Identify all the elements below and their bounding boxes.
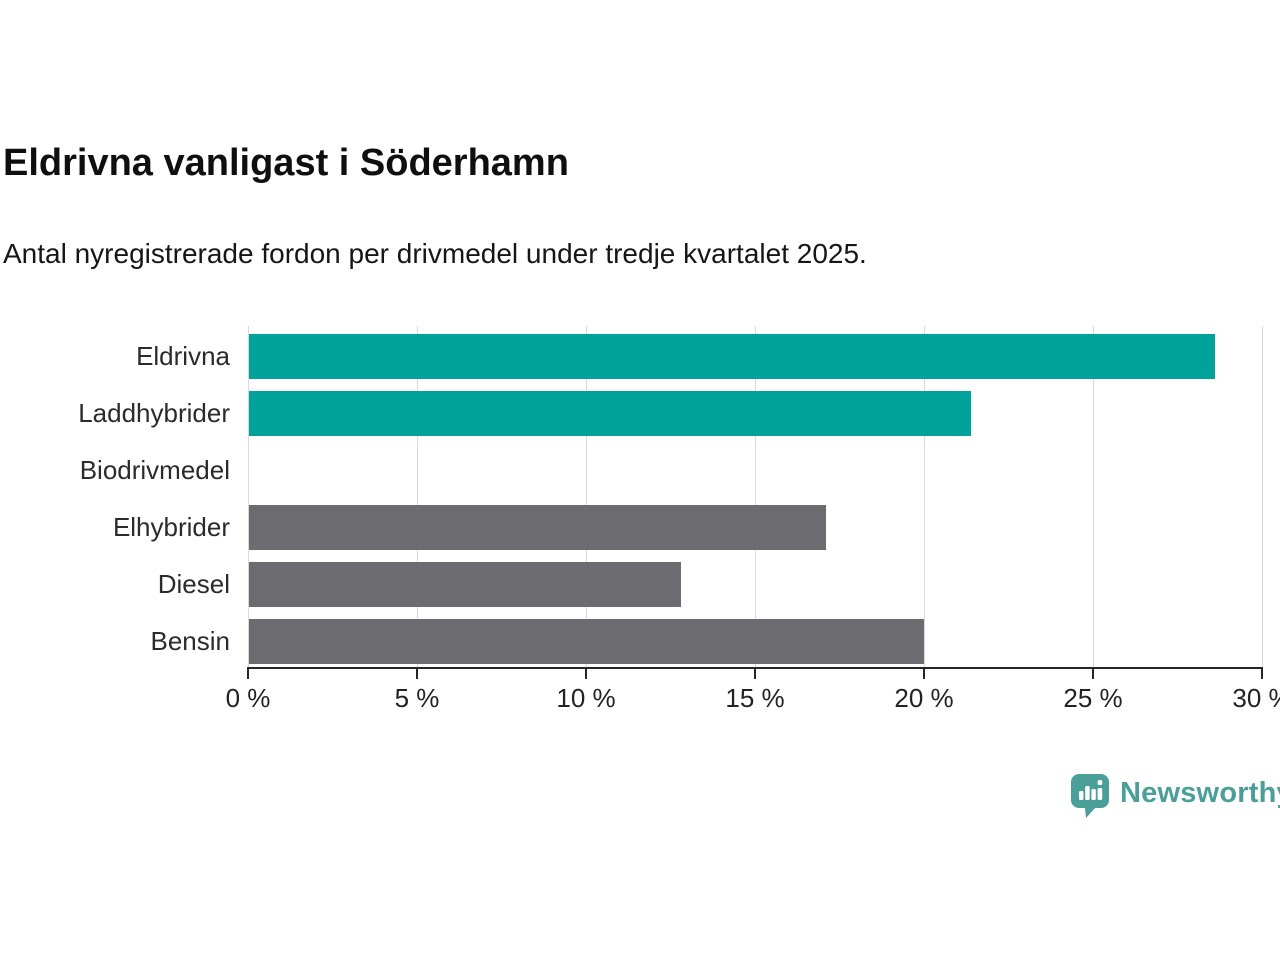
x-axis-line <box>247 667 1263 669</box>
gridline-10pct <box>586 326 587 668</box>
bar-eldrivna <box>249 334 1215 379</box>
bar-elhybrider <box>249 505 826 550</box>
category-label-biodrivmedel: Biodrivmedel <box>79 455 230 485</box>
gridline-30pct <box>1262 326 1263 668</box>
category-label-elhybrider: Elhybrider <box>112 512 230 542</box>
gridline-20pct <box>924 326 925 668</box>
x-tick-label-0pct: 0 % <box>225 683 271 713</box>
bar-laddhybrider <box>249 391 972 436</box>
gridline-25pct <box>1093 326 1094 668</box>
newsworthy-logo-icon <box>1071 774 1109 818</box>
category-label-diesel: Diesel <box>157 569 230 599</box>
gridline-5pct <box>417 326 418 668</box>
x-tick-30pct <box>1261 669 1263 679</box>
brand-footer: Newsworthy <box>1071 774 1280 818</box>
newsworthy-wordmark: Newsworthy <box>1120 777 1280 809</box>
gridline-0pct <box>248 326 249 668</box>
x-tick-25pct <box>1092 669 1094 679</box>
bar-diesel <box>249 562 681 607</box>
x-tick-label-15pct: 15 % <box>725 683 785 713</box>
x-tick-label-10pct: 10 % <box>556 683 616 713</box>
chart-title: Eldrivna vanligast i Söderhamn <box>3 142 569 184</box>
gridline-15pct <box>755 326 756 668</box>
x-tick-5pct <box>416 669 418 679</box>
x-tick-label-20pct: 20 % <box>894 683 954 713</box>
category-label-eldrivna: Eldrivna <box>136 341 230 371</box>
bar-bensin <box>249 619 924 664</box>
x-tick-10pct <box>585 669 587 679</box>
chart-subtitle: Antal nyregistrerade fordon per drivmede… <box>3 238 867 269</box>
x-tick-label-30pct: 30 % <box>1232 683 1280 713</box>
x-tick-label-25pct: 25 % <box>1063 683 1123 713</box>
category-label-bensin: Bensin <box>150 626 231 656</box>
x-tick-15pct <box>754 669 756 679</box>
bar-chart: Eldrivna Laddhybrider Biodrivmedel Elhybrid… <box>40 326 1280 726</box>
category-label-laddhybrider: Laddhybrider <box>78 398 230 428</box>
x-tick-0pct <box>247 669 249 679</box>
x-tick-20pct <box>923 669 925 679</box>
x-tick-label-5pct: 5 % <box>394 683 440 713</box>
